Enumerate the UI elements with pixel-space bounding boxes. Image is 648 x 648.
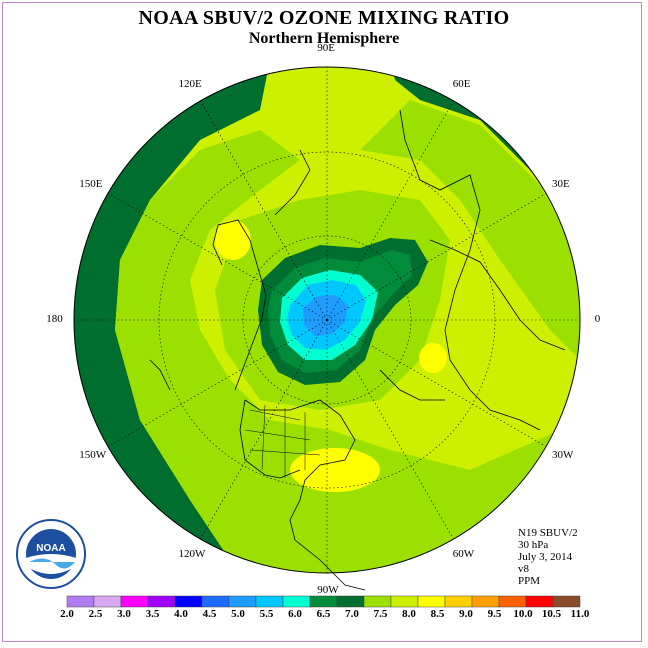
state-borders <box>244 404 321 478</box>
info-date: July 3, 2014 <box>518 551 573 563</box>
page-frame <box>2 2 642 642</box>
colorbar-tick-label: 10.5 <box>541 608 562 620</box>
info-satellite: N19 SBUV/2 <box>518 527 578 539</box>
field-7-5-northeast <box>360 100 580 380</box>
colorbar-swatch <box>174 595 203 608</box>
colorbar-tick-label: 5.5 <box>259 608 274 620</box>
colorbar-tick-label: 10.0 <box>513 608 533 620</box>
longitude-label: 60E <box>452 78 471 91</box>
longitude-label: 90E <box>317 42 335 54</box>
colorbar-swatch <box>66 595 95 608</box>
colorbar-swatch <box>390 595 419 608</box>
field-8-5-spot <box>290 448 380 492</box>
colorbar-swatch <box>471 595 500 608</box>
colorbar-tick-label: 5.0 <box>231 608 245 620</box>
colorbar-swatch <box>336 595 365 608</box>
longitude-label: 30W <box>551 448 574 461</box>
logo-text: NOAA <box>36 543 65 554</box>
coastlines <box>149 109 566 591</box>
colorbar-tick-label: 8.5 <box>430 608 445 620</box>
colorbar-tick-label: 7.0 <box>345 608 359 620</box>
colorbar-tick-label: 4.0 <box>174 608 188 620</box>
colorbar-swatch <box>552 595 581 608</box>
colorbar-swatch <box>255 595 284 608</box>
noaa-logo-icon: NOAA <box>16 519 86 589</box>
longitude-label: 180 <box>46 313 63 325</box>
colorbar-swatch <box>228 595 257 608</box>
longitude-label: 90W <box>317 584 339 596</box>
colorbar-swatch <box>282 595 311 608</box>
longitude-label: 120E <box>178 78 202 91</box>
info-level: 30 hPa <box>518 539 549 551</box>
colorbar-swatch <box>444 595 473 608</box>
colorbar-tick-label: 7.5 <box>373 608 388 620</box>
field-5-0-core <box>303 295 348 336</box>
map-title: NOAA SBUV/2 OZONE MIXING RATIO <box>138 7 510 29</box>
colorbar-tick-label: 9.5 <box>487 608 502 620</box>
colorbar-swatch <box>498 595 527 608</box>
colorbar-swatch <box>363 595 392 608</box>
colorbar-tick-label: 2.0 <box>60 608 74 620</box>
field-8-5-spot <box>215 220 251 260</box>
colorbar-swatch <box>309 595 338 608</box>
colorbar-tick-label: 8.0 <box>402 608 416 620</box>
colorbar-swatch <box>147 595 176 608</box>
map-boundary <box>73 66 581 574</box>
colorbar-swatch <box>93 595 122 608</box>
colorbar-swatch <box>201 595 230 608</box>
colorbar-tick-label: 9.0 <box>459 608 473 620</box>
colorbar-tick-label: 3.0 <box>117 608 131 620</box>
colorbar-tick-label: 11.0 <box>570 608 590 620</box>
colorbar-tick-label: 4.5 <box>202 608 217 620</box>
field-7-5-outer <box>115 130 580 573</box>
info-version: v8 <box>518 563 529 575</box>
colorbar-tick-label: 2.5 <box>88 608 103 620</box>
colorbar-tick-label: 6.0 <box>288 608 302 620</box>
longitude-label: 60W <box>452 547 475 560</box>
colorbar-swatch <box>417 595 446 608</box>
map-subtitle: Northern Hemisphere <box>248 30 400 47</box>
colorbar-tick-label: 3.5 <box>145 608 160 620</box>
longitude-label: 0 <box>594 313 601 325</box>
field-8-5-spot <box>419 343 447 373</box>
colorbar-tick-label: 6.5 <box>316 608 331 620</box>
colorbar <box>66 595 581 608</box>
colorbar-swatch <box>120 595 149 608</box>
longitude-label: 150E <box>79 177 103 190</box>
info-units: PPM <box>518 575 541 587</box>
info-block: N19 SBUV/2 30 hPa July 3, 2014 v8 PPM <box>518 527 578 587</box>
colorbar-swatch <box>525 595 554 608</box>
longitude-label: 30E <box>551 177 570 190</box>
longitude-label: 150W <box>79 448 107 461</box>
longitude-label: 120W <box>178 547 206 560</box>
